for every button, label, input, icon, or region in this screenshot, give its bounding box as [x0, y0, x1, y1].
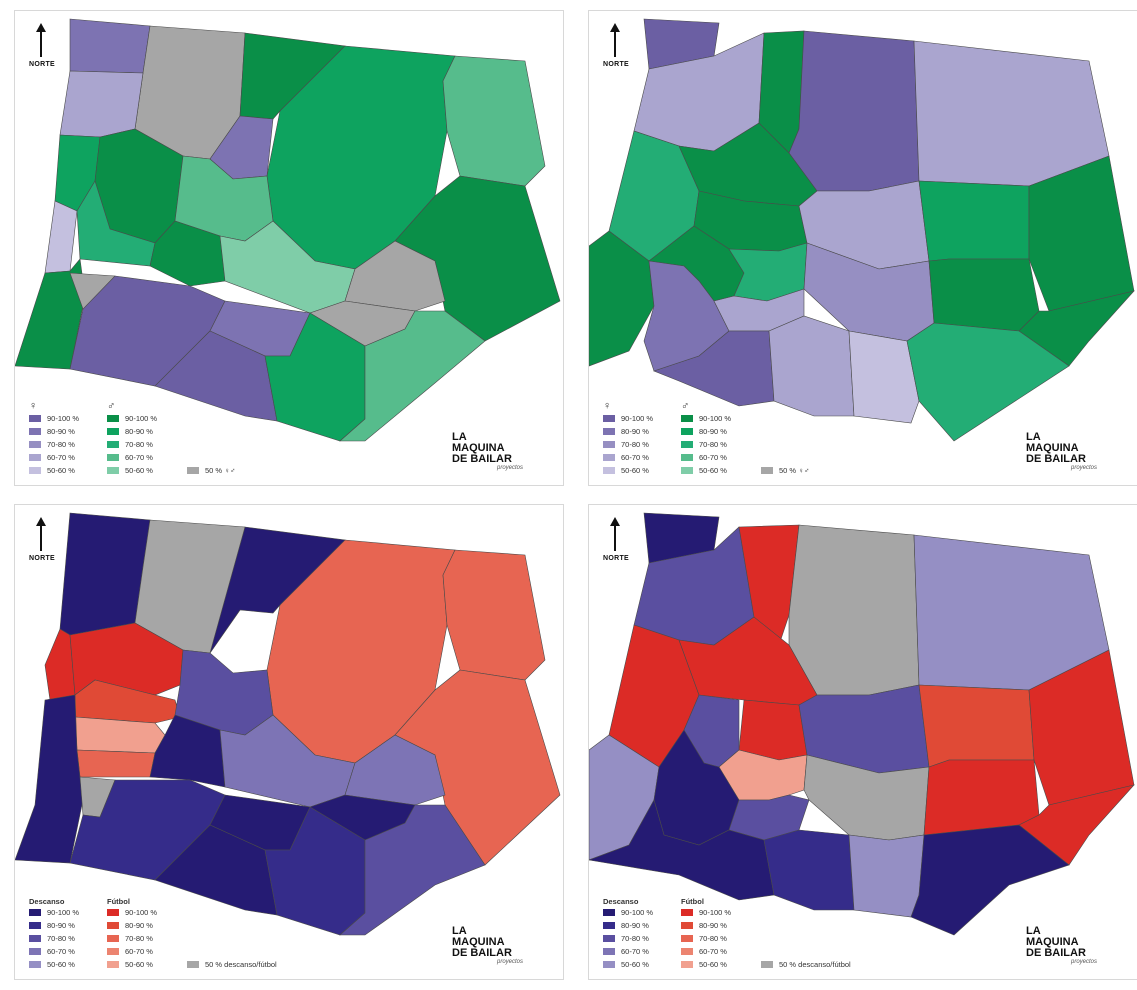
legend-neutral: 50 % descanso/fútbol [761, 958, 851, 971]
map-cell [339, 310, 486, 442]
legend-activity: Descanso 90-100 % 80-90 % 70-80 % 60-70 … [29, 871, 329, 971]
map-cell [76, 749, 156, 778]
voronoi-map [15, 512, 561, 936]
map-cell [44, 200, 78, 274]
female-figure-icon: ♀ [603, 400, 612, 412]
north-label: NORTE [603, 61, 629, 68]
legend-gender: ♀ 90-100 % 80-90 % 70-80 % 60-70 % 50-60… [603, 400, 810, 477]
legend-neutral: 50 % ♀ ♂ [187, 464, 235, 477]
female-figure-icon: ♀ [224, 466, 230, 475]
legend-title-descanso: Descanso [603, 897, 639, 906]
north-arrow: NORTE [603, 517, 643, 577]
north-arrow-icon [36, 23, 46, 57]
map-cell [913, 40, 1110, 187]
map-cell [848, 330, 920, 424]
map-cell [15, 694, 86, 864]
map-cell [154, 824, 278, 916]
map-cell [918, 180, 1030, 262]
map-panel-gender-2: NORTE ♀ 90-100 % 80-90 % 70-80 % 60-70 %… [588, 10, 1137, 486]
logo-la-maquina-de-bailar: LA MAQUINA DE BAILAR proyectos [1026, 431, 1097, 472]
male-figure-icon: ♂ [107, 400, 116, 412]
logo-la-maquina-de-bailar: LA MAQUINA DE BAILAR proyectos [1026, 925, 1097, 966]
north-label: NORTE [603, 555, 629, 562]
north-arrow: NORTE [29, 23, 69, 83]
map-cell [906, 322, 1070, 442]
legend-title-futbol: Fútbol [107, 897, 130, 906]
legend-title-descanso: Descanso [29, 897, 65, 906]
map-panel-activity-1: NORTE Descanso 90-100 % 80-90 % 70-80 % … [14, 504, 564, 980]
north-label: NORTE [29, 555, 55, 562]
map-panel-gender-1: NORTE ♀ 90-100 % 80-90 % 70-80 % 60-70 %… [14, 10, 564, 486]
map-cell [239, 32, 346, 120]
logo-la-maquina-de-bailar: LA MAQUINA DE BAILAR proyectos [452, 925, 523, 966]
map-cell [918, 684, 1035, 768]
male-figure-icon: ♂ [803, 466, 810, 475]
map-cell [339, 804, 486, 936]
map-cell [910, 824, 1070, 936]
map-cell [59, 70, 144, 138]
legend-gender: ♀ 90-100 % 80-90 % 70-80 % 60-70 % 50-60… [29, 400, 236, 477]
male-figure-icon: ♂ [229, 466, 236, 475]
north-arrow-icon [610, 517, 620, 551]
north-arrow: NORTE [603, 23, 643, 83]
map-cell [928, 258, 1040, 332]
voronoi-map [15, 18, 561, 442]
map-cell [69, 18, 151, 74]
legend-title-futbol: Fútbol [681, 897, 704, 906]
female-figure-icon: ♀ [29, 400, 38, 412]
logo-la-maquina-de-bailar: LA MAQUINA DE BAILAR proyectos [452, 431, 523, 472]
male-figure-icon: ♂ [681, 400, 690, 412]
legend-neutral: 50 % ♀ ♂ [761, 464, 809, 477]
legend-activity: Descanso 90-100 % 80-90 % 70-80 % 60-70 … [603, 871, 903, 971]
female-figure-icon: ♀ [798, 466, 804, 475]
map-panel-activity-2: NORTE Descanso 90-100 % 80-90 % 70-80 % … [588, 504, 1137, 980]
north-arrow-icon [610, 23, 620, 57]
map-cell [788, 30, 920, 192]
north-arrow: NORTE [29, 517, 69, 577]
voronoi-map [589, 512, 1135, 936]
map-cell [442, 549, 546, 681]
north-arrow-icon [36, 517, 46, 551]
map-cell [154, 330, 278, 422]
map-cell [788, 524, 920, 696]
north-label: NORTE [29, 61, 55, 68]
voronoi-map [589, 18, 1135, 442]
map-cell [442, 55, 546, 187]
map-cell [738, 699, 808, 761]
legend-neutral: 50 % descanso/fútbol [187, 958, 277, 971]
map-cell [738, 524, 800, 646]
